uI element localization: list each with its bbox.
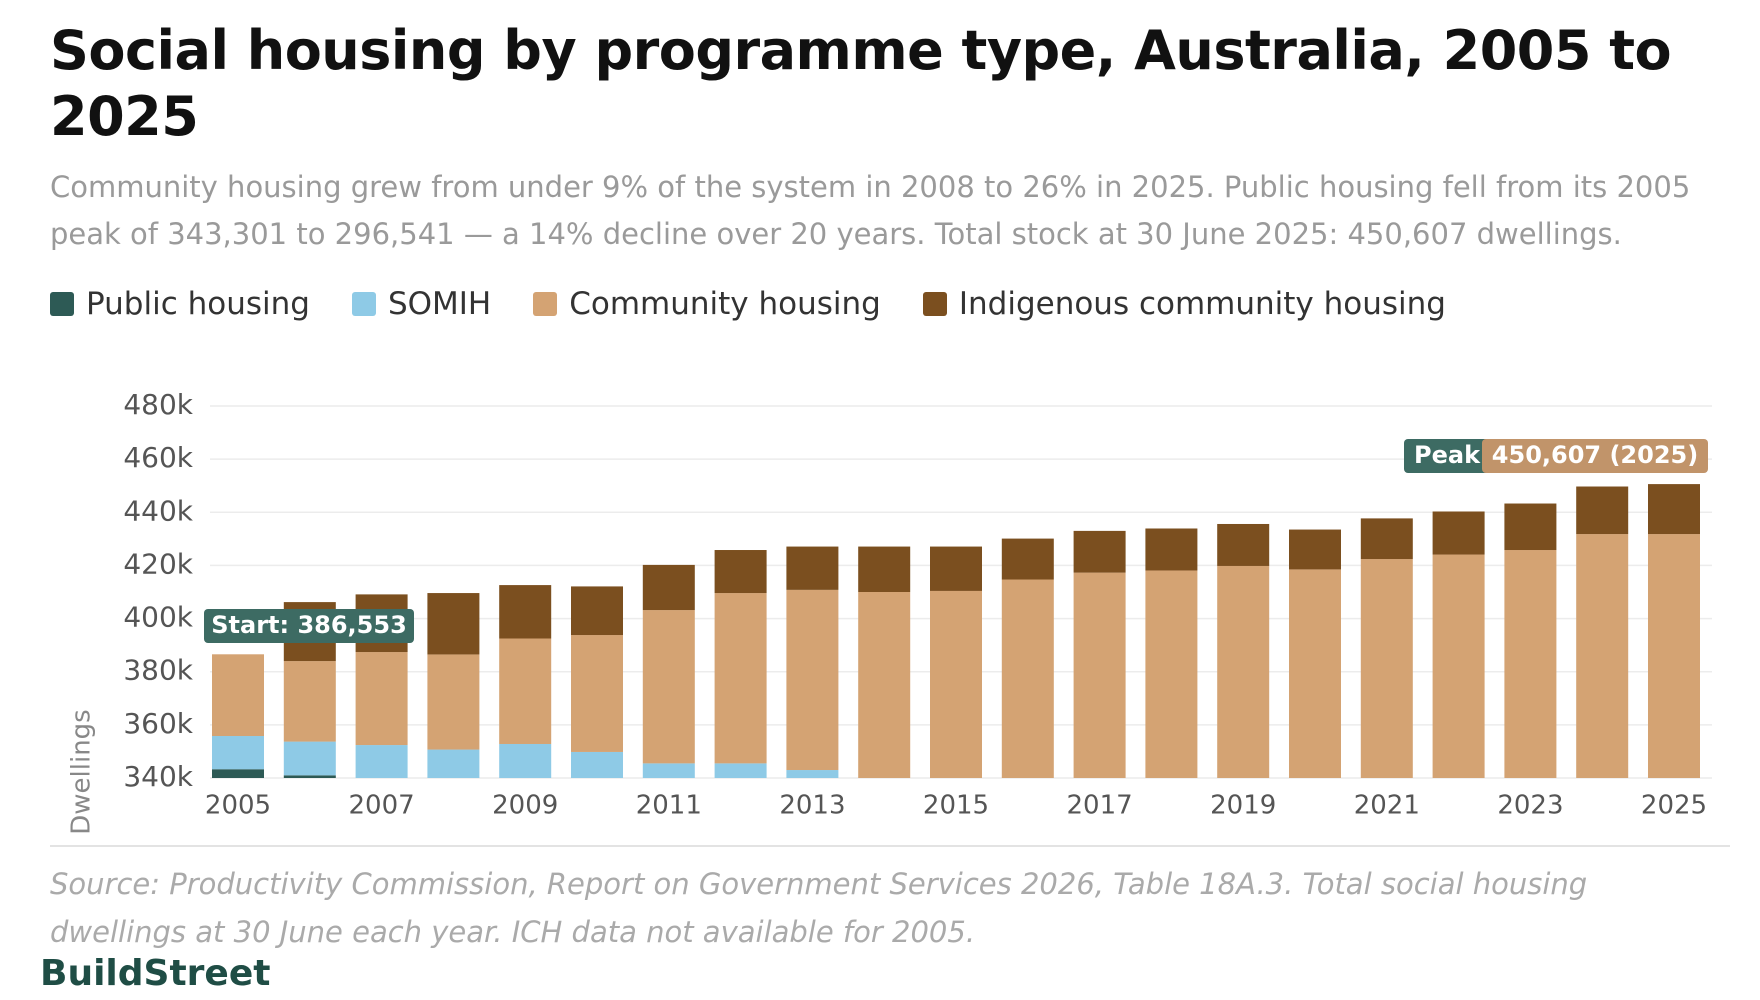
bar-segment [499, 638, 552, 744]
x-tick-label: 2019 [1210, 791, 1276, 821]
y-tick-label: 440k [123, 494, 193, 527]
bar-segment [1001, 538, 1054, 580]
annotation-box [204, 609, 414, 643]
bar-segment [212, 769, 264, 778]
annotation: 450,607 (2025) [1492, 441, 1698, 469]
bar-segment [427, 749, 480, 778]
bar-segment [1145, 570, 1198, 778]
bar-segment [1217, 565, 1270, 778]
bar-segment [212, 736, 264, 770]
legend-swatch [50, 292, 74, 316]
bar-segment [1504, 503, 1557, 551]
y-tick-label: 480k [123, 388, 193, 421]
legend-label: Community housing [569, 286, 881, 322]
legend-label: SOMIH [387, 286, 492, 322]
bar-segment [1504, 550, 1557, 778]
annotation: Peak: [1414, 441, 1490, 469]
bar-segment [858, 592, 911, 778]
bar-segment [571, 586, 623, 636]
bar-segment [786, 770, 839, 778]
legend-item: Indigenous community housing [922, 286, 1446, 322]
x-tick-label: 2025 [1641, 791, 1707, 821]
x-tick-label: 2007 [349, 791, 415, 821]
bar-segment [283, 775, 336, 778]
legend-swatch [533, 292, 558, 316]
bar-segment [571, 751, 623, 778]
bar-segment [571, 635, 623, 752]
bar-segment [1289, 569, 1341, 778]
bar-segment [355, 745, 408, 778]
bar-segment [930, 590, 982, 778]
bar-segment [499, 585, 552, 639]
y-tick-label: 460k [123, 441, 193, 474]
bar-segment [1360, 559, 1413, 778]
legend-swatch [351, 292, 376, 316]
legend-item: Public housing [50, 286, 310, 322]
x-tick-label: 2017 [1067, 791, 1133, 821]
legend-label: Indigenous community housing [958, 286, 1446, 322]
brand: BuildStreet [40, 953, 271, 994]
bar-segment [1217, 523, 1270, 566]
legend-item: Community housing [533, 286, 881, 322]
annotation-box [1482, 439, 1708, 473]
bar-segment [1360, 518, 1413, 560]
bar-segment [1289, 529, 1341, 570]
bar-segment [1145, 528, 1198, 571]
source-note: Source: Productivity Commission, Report … [50, 867, 1588, 949]
bar-segment [1073, 572, 1126, 778]
x-tick-label: 2013 [779, 791, 845, 821]
y-tick-label: 340k [123, 760, 193, 793]
x-tick-label: 2005 [205, 791, 271, 821]
bar-segment [427, 654, 480, 750]
legend-label: Public housing [86, 286, 310, 322]
annotation: Start: 386,553 [211, 611, 407, 639]
bar-segment [642, 610, 695, 764]
x-tick-label: 2011 [636, 791, 702, 821]
y-tick-label: 380k [123, 654, 193, 687]
bar-segment [642, 763, 695, 778]
legend-swatch [922, 292, 947, 316]
bar-segment [283, 741, 336, 776]
y-tick-label: 420k [123, 547, 193, 580]
bar-segment [786, 589, 839, 771]
bar-segment [930, 546, 982, 591]
bar-segment [714, 593, 767, 764]
bar-segment [283, 661, 336, 742]
bar-segment [714, 763, 767, 778]
chart-title: Social housing by programme type, Austra… [50, 19, 1672, 148]
chart-subtitle: Community housing grew from under 9% of … [50, 170, 1691, 251]
y-axis-title: Dwellings [67, 709, 97, 834]
y-tick-label: 360k [123, 707, 193, 740]
bar-segment [212, 654, 264, 737]
bar-segment [1432, 511, 1485, 555]
bar-segment [1648, 484, 1700, 535]
y-tick-label: 400k [123, 601, 193, 634]
bar-segment [1432, 554, 1485, 778]
bar-segment [427, 593, 480, 655]
bar-segment [786, 546, 839, 590]
bar-segment [1073, 530, 1126, 573]
bar-segment [1576, 534, 1629, 778]
legend-item: SOMIH [351, 286, 492, 322]
bar-segment [1576, 486, 1629, 535]
x-tick-label: 2015 [923, 791, 989, 821]
annotation-box [1404, 439, 1490, 473]
x-tick-label: 2023 [1497, 791, 1563, 821]
bar-segment [1001, 579, 1054, 778]
bar-segment [642, 564, 695, 611]
x-tick-label: 2021 [1354, 791, 1420, 821]
bar-segment [858, 546, 911, 592]
bar-segment [1648, 534, 1700, 778]
legend: Public housing SOMIH Community housing Indi… [50, 286, 1446, 322]
bar-segment [499, 743, 552, 778]
bar-segment [355, 652, 408, 746]
bar-segment [714, 550, 767, 594]
x-tick-label: 2009 [492, 791, 558, 821]
